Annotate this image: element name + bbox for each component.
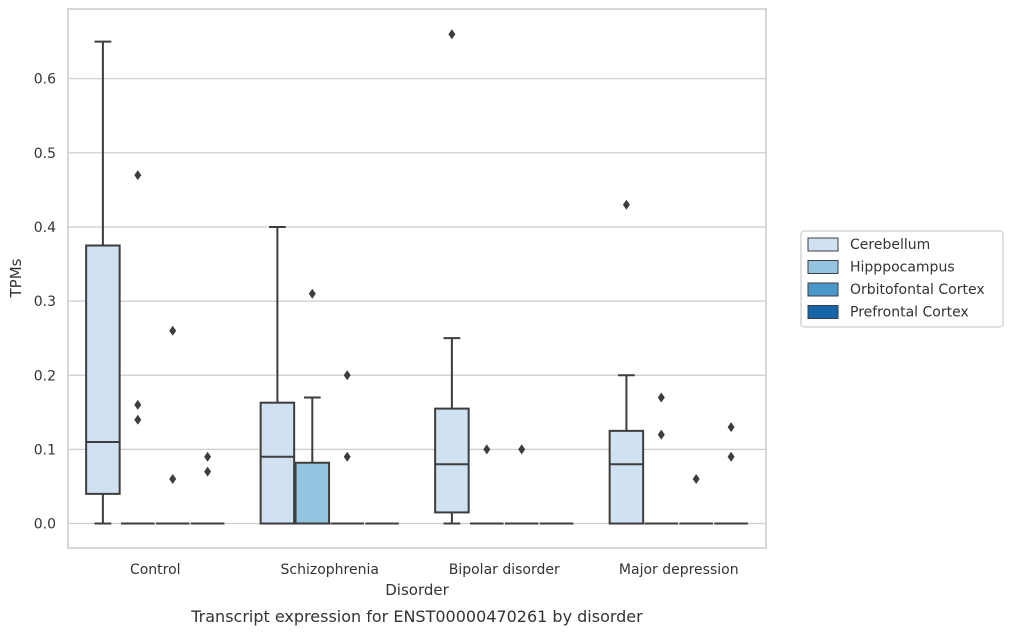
outlier-point — [308, 288, 316, 299]
outlier-point — [622, 199, 630, 210]
outlier-markers — [134, 29, 735, 485]
legend: Cerebellum Hipppocampus Orbitofontal Corte… — [800, 230, 1004, 328]
y-tick-label: 0.3 — [34, 294, 56, 310]
legend-swatch — [807, 282, 839, 297]
x-tick-label: Schizophrenia — [281, 562, 379, 578]
x-axis-label: Disorder — [385, 581, 449, 599]
y-tick-label: 0.5 — [34, 146, 56, 162]
outlier-point — [169, 325, 177, 336]
y-tick-label: 0.0 — [34, 517, 56, 533]
box-3-0 — [608, 374, 645, 525]
legend-label: Cerebellum — [850, 237, 930, 253]
y-tick-label: 0.4 — [34, 220, 56, 236]
legend-swatch — [807, 260, 839, 274]
outlier-point — [134, 399, 142, 410]
x-tick-label: Bipolar disorder — [449, 562, 560, 578]
outlier-point — [518, 444, 526, 455]
legend-frame — [800, 230, 1004, 328]
outlier-point — [204, 466, 212, 477]
outlier-point — [134, 170, 142, 181]
outlier-point — [343, 370, 351, 381]
y-axis-ticks: 0.0 0.1 0.2 0.3 0.4 0.5 0.6 — [34, 72, 56, 533]
x-axis-ticks: Control Schizophrenia Bipolar disorder Majo… — [130, 562, 739, 578]
outlier-point — [657, 429, 665, 440]
y-tick-label: 0.1 — [34, 442, 56, 458]
gridlines — [68, 78, 766, 525]
legend-swatch — [807, 305, 839, 319]
box-1-1 — [294, 396, 331, 525]
box-groups — [85, 40, 748, 525]
legend-swatch — [807, 237, 839, 252]
outlier-point — [169, 474, 177, 485]
box — [294, 461, 331, 525]
box-1-0 — [259, 225, 296, 525]
x-tick-label: Major depression — [619, 562, 739, 578]
legend-label: Orbitofontal Cortex — [850, 282, 985, 298]
outlier-point — [727, 422, 735, 433]
x-tick-label: Control — [130, 562, 181, 578]
outlier-point — [483, 444, 491, 455]
box — [85, 244, 121, 495]
box — [259, 401, 296, 525]
outlier-point — [692, 474, 700, 485]
box — [608, 429, 645, 525]
outlier-point — [134, 414, 142, 425]
box — [434, 407, 470, 514]
outlier-point — [727, 451, 735, 462]
outlier-point — [204, 451, 212, 462]
legend-label: Hipppocampus — [850, 260, 955, 276]
plot-frame — [67, 8, 767, 549]
chart-title: Transcript expression for ENST0000047026… — [190, 607, 643, 626]
y-tick-label: 0.6 — [34, 72, 56, 88]
legend-label: Prefrontal Cortex — [850, 305, 969, 321]
y-axis-label: TPMs — [7, 258, 25, 298]
outlier-point — [657, 392, 665, 403]
y-tick-label: 0.2 — [34, 368, 56, 384]
box-2-0 — [434, 337, 470, 525]
box-0-0 — [85, 40, 121, 525]
outlier-point — [448, 29, 456, 40]
outlier-point — [343, 451, 351, 462]
